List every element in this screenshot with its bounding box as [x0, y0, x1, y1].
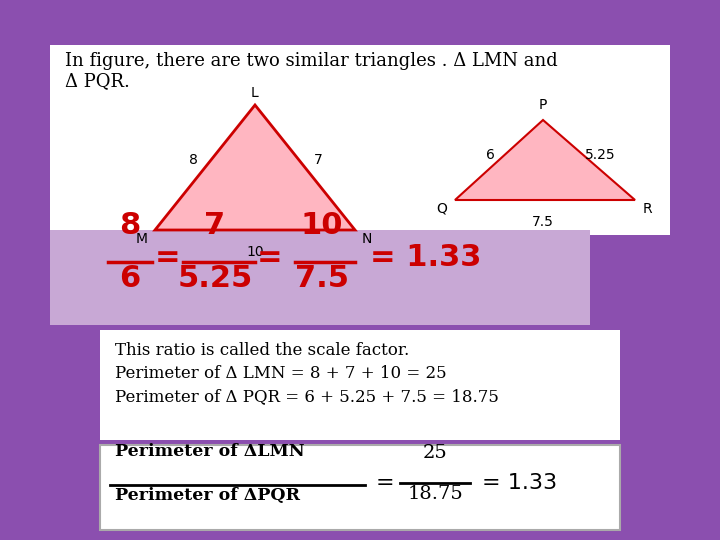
FancyBboxPatch shape: [100, 445, 620, 530]
Text: M: M: [136, 232, 148, 246]
Text: =: =: [156, 244, 181, 273]
Text: In figure, there are two similar triangles . Δ LMN and: In figure, there are two similar triangl…: [65, 52, 558, 70]
FancyBboxPatch shape: [50, 230, 590, 325]
Text: 18.75: 18.75: [407, 485, 463, 503]
Text: 6: 6: [485, 148, 495, 162]
FancyBboxPatch shape: [100, 330, 620, 440]
FancyBboxPatch shape: [50, 45, 670, 235]
Text: 25: 25: [423, 444, 447, 462]
Polygon shape: [455, 120, 635, 200]
Text: Δ PQR.: Δ PQR.: [65, 72, 130, 90]
Text: 8: 8: [120, 211, 140, 240]
FancyBboxPatch shape: [50, 235, 410, 300]
Text: L: L: [251, 86, 259, 100]
Text: 5.25: 5.25: [585, 148, 616, 162]
Text: This ratio is called the scale factor.: This ratio is called the scale factor.: [115, 342, 409, 359]
Text: 8: 8: [189, 153, 197, 167]
Text: Perimeter of Δ LMN = 8 + 7 + 10 = 25: Perimeter of Δ LMN = 8 + 7 + 10 = 25: [115, 365, 446, 382]
Text: = 1.33: = 1.33: [370, 244, 482, 273]
Text: N: N: [362, 232, 372, 246]
Text: P: P: [539, 98, 547, 112]
Text: Q: Q: [436, 202, 447, 216]
Text: 7: 7: [314, 153, 323, 167]
Text: Perimeter of Δ PQR = 6 + 5.25 + 7.5 = 18.75: Perimeter of Δ PQR = 6 + 5.25 + 7.5 = 18…: [115, 388, 499, 405]
FancyBboxPatch shape: [420, 110, 670, 235]
Text: 10: 10: [246, 245, 264, 259]
Text: 6: 6: [120, 264, 140, 293]
Text: 7: 7: [204, 211, 225, 240]
Text: 7.5: 7.5: [532, 215, 554, 229]
Text: = 1.33: = 1.33: [482, 473, 557, 493]
Text: 7.5: 7.5: [295, 264, 349, 293]
Text: =: =: [257, 244, 283, 273]
Polygon shape: [155, 105, 355, 230]
Text: Perimeter of ΔLMN: Perimeter of ΔLMN: [115, 443, 305, 460]
Text: 10: 10: [301, 211, 343, 240]
Text: R: R: [643, 202, 652, 216]
Text: Perimeter of ΔPQR: Perimeter of ΔPQR: [115, 487, 300, 504]
Text: =: =: [376, 473, 395, 493]
Text: 5.25: 5.25: [177, 264, 253, 293]
